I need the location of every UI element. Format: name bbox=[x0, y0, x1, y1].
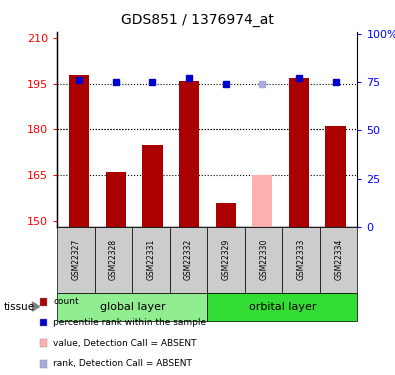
Text: GSM22329: GSM22329 bbox=[222, 239, 231, 280]
Text: tissue: tissue bbox=[4, 302, 35, 312]
Text: percentile rank within the sample: percentile rank within the sample bbox=[53, 318, 207, 327]
Text: GSM22332: GSM22332 bbox=[184, 239, 193, 280]
Text: global layer: global layer bbox=[100, 302, 165, 312]
Bar bbox=[106, 172, 126, 227]
Bar bbox=[179, 81, 199, 227]
Text: GSM22327: GSM22327 bbox=[71, 239, 81, 280]
Text: value, Detection Call = ABSENT: value, Detection Call = ABSENT bbox=[53, 339, 197, 348]
Text: GSM22328: GSM22328 bbox=[109, 239, 118, 280]
Bar bbox=[216, 202, 236, 227]
Text: GSM22330: GSM22330 bbox=[259, 239, 268, 280]
Text: GDS851 / 1376974_at: GDS851 / 1376974_at bbox=[121, 13, 274, 27]
Text: GSM22333: GSM22333 bbox=[297, 239, 306, 280]
Polygon shape bbox=[32, 302, 40, 311]
Bar bbox=[325, 126, 346, 227]
Text: GSM22334: GSM22334 bbox=[334, 239, 343, 280]
Text: count: count bbox=[53, 297, 79, 306]
Bar bbox=[69, 75, 89, 227]
Text: rank, Detection Call = ABSENT: rank, Detection Call = ABSENT bbox=[53, 359, 192, 368]
Text: orbital layer: orbital layer bbox=[249, 302, 316, 312]
Bar bbox=[142, 145, 162, 227]
Bar bbox=[289, 78, 309, 227]
Text: GSM22331: GSM22331 bbox=[147, 239, 156, 280]
Bar bbox=[252, 175, 273, 227]
